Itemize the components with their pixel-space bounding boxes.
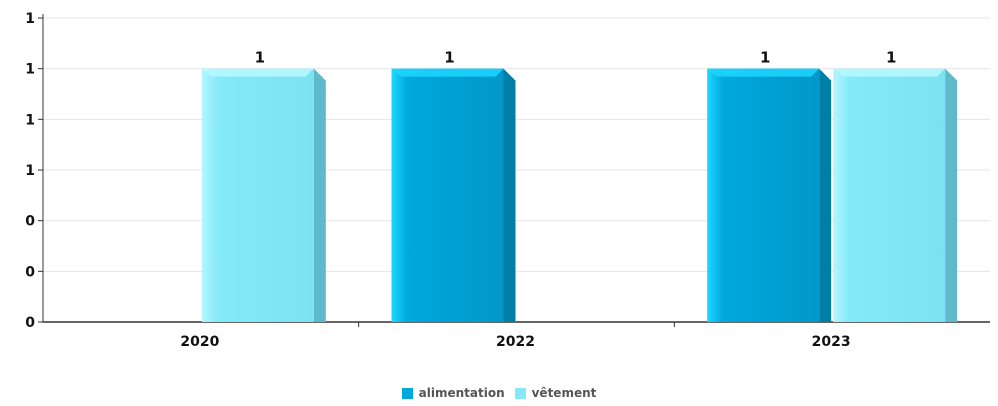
bar-vêtement-2020[interactable] <box>201 68 326 323</box>
data-label: 1 <box>444 49 454 67</box>
y-tick-label: 1 <box>25 163 35 179</box>
data-label: 1 <box>760 49 770 67</box>
y-tick-label: 0 <box>25 264 35 280</box>
y-tick-label: 1 <box>25 112 35 128</box>
y-tick-label: 0 <box>25 214 35 230</box>
y-tick-label: 1 <box>25 62 35 78</box>
bar-alimentation-2022[interactable] <box>391 68 516 323</box>
chart-canvas: 0 0 0 1 1 1 1 2020 2022 2023 1 1 1 1 <box>25 11 990 350</box>
x-tick-label: 2023 <box>812 334 851 350</box>
x-tick-label: 2020 <box>180 334 219 350</box>
legend-swatch-alimentation <box>401 387 413 399</box>
legend-label-vetement: vêtement <box>531 386 597 400</box>
data-label: 1 <box>255 49 265 67</box>
y-tick-label: 0 <box>25 315 35 331</box>
legend-item-alimentation[interactable]: alimentation <box>401 386 505 400</box>
legend: alimentation vêtement <box>0 386 998 400</box>
bars <box>201 68 958 323</box>
data-label: 1 <box>886 49 896 67</box>
y-tick-label: 1 <box>25 11 35 27</box>
x-tick-label: 2022 <box>496 334 535 350</box>
bar-alimentation-2023[interactable] <box>707 68 832 323</box>
legend-label-alimentation: alimentation <box>418 386 505 400</box>
grid-lines <box>43 17 990 272</box>
axes: 0 0 0 1 1 1 1 2020 2022 2023 <box>25 11 990 350</box>
legend-swatch-vetement <box>514 387 526 399</box>
data-labels: 1 1 1 1 <box>255 49 897 67</box>
bar-vêtement-2023[interactable] <box>833 68 958 323</box>
legend-item-vetement[interactable]: vêtement <box>514 386 597 400</box>
